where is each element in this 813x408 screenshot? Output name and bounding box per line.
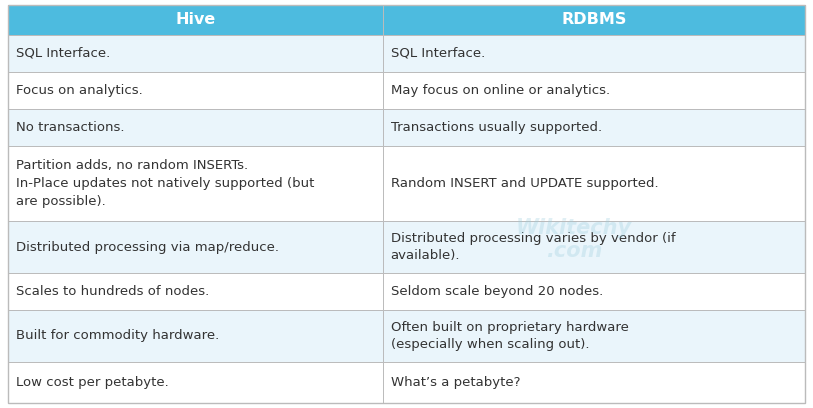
Bar	[383, 146, 805, 221]
Text: RDBMS: RDBMS	[561, 13, 627, 27]
Bar	[8, 221, 383, 273]
Text: SQL Interface.: SQL Interface.	[16, 47, 111, 60]
Bar	[383, 221, 805, 273]
Bar	[383, 35, 805, 72]
Text: No transactions.: No transactions.	[16, 121, 124, 134]
Text: Wikitechy
.com: Wikitechy .com	[515, 217, 632, 261]
Text: May focus on online or analytics.: May focus on online or analytics.	[390, 84, 610, 97]
Text: Distributed processing varies by vendor (if
available).: Distributed processing varies by vendor …	[390, 232, 676, 262]
Text: Focus on analytics.: Focus on analytics.	[16, 84, 143, 97]
Bar	[383, 273, 805, 310]
Text: Partition adds, no random INSERTs.
In-Place updates not natively supported (but
: Partition adds, no random INSERTs. In-Pl…	[16, 160, 315, 208]
Text: Low cost per petabyte.: Low cost per petabyte.	[16, 376, 169, 389]
Bar	[383, 109, 805, 146]
Text: Distributed processing via map/reduce.: Distributed processing via map/reduce.	[16, 240, 279, 253]
Bar	[383, 362, 805, 403]
Bar	[8, 72, 383, 109]
Bar	[8, 273, 383, 310]
Bar	[8, 5, 383, 35]
Bar	[383, 310, 805, 362]
Text: Often built on proprietary hardware
(especially when scaling out).: Often built on proprietary hardware (esp…	[390, 321, 628, 351]
Text: Built for commodity hardware.: Built for commodity hardware.	[16, 330, 220, 342]
Bar	[8, 35, 383, 72]
Text: Scales to hundreds of nodes.: Scales to hundreds of nodes.	[16, 285, 209, 298]
Bar	[8, 146, 383, 221]
Bar	[383, 72, 805, 109]
Text: Hive: Hive	[175, 13, 215, 27]
Bar	[383, 5, 805, 35]
Text: What’s a petabyte?: What’s a petabyte?	[390, 376, 520, 389]
Bar	[8, 362, 383, 403]
Bar	[8, 310, 383, 362]
Text: SQL Interface.: SQL Interface.	[390, 47, 485, 60]
Text: Random INSERT and UPDATE supported.: Random INSERT and UPDATE supported.	[390, 177, 659, 190]
Text: Seldom scale beyond 20 nodes.: Seldom scale beyond 20 nodes.	[390, 285, 603, 298]
Bar	[8, 109, 383, 146]
Text: Transactions usually supported.: Transactions usually supported.	[390, 121, 602, 134]
